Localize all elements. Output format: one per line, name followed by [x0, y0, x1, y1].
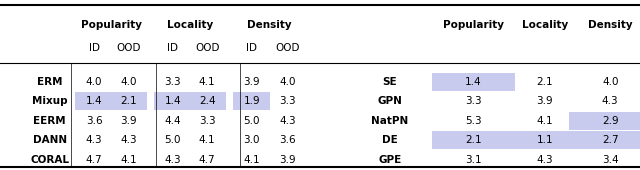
Text: 4.3: 4.3 [279, 116, 296, 126]
Text: 1.1: 1.1 [536, 135, 553, 145]
Text: ID: ID [168, 43, 179, 53]
Text: Popularity: Popularity [443, 21, 504, 30]
Text: 4.0: 4.0 [86, 77, 102, 87]
Text: EERM: EERM [33, 116, 66, 126]
Text: OOD: OOD [275, 43, 300, 53]
Bar [233, 92, 271, 110]
Text: 4.3: 4.3 [536, 155, 553, 165]
Text: 4.4: 4.4 [164, 116, 181, 126]
Text: 4.1: 4.1 [199, 135, 216, 145]
Text: OOD: OOD [195, 43, 220, 53]
Text: 2.1: 2.1 [536, 77, 553, 87]
Text: 3.6: 3.6 [86, 116, 102, 126]
Text: 5.3: 5.3 [465, 116, 482, 126]
Text: 3.3: 3.3 [199, 116, 216, 126]
Text: 4.7: 4.7 [199, 155, 216, 165]
Bar [568, 131, 640, 149]
Text: 4.3: 4.3 [120, 135, 137, 145]
Text: GPN: GPN [378, 96, 403, 106]
Text: 4.3: 4.3 [86, 135, 102, 145]
Text: 2.1: 2.1 [465, 135, 482, 145]
Text: 4.3: 4.3 [602, 96, 618, 106]
Text: Density: Density [588, 21, 632, 30]
Text: DE: DE [382, 135, 398, 145]
Text: 5.0: 5.0 [164, 135, 181, 145]
Text: Locality: Locality [167, 21, 213, 30]
Text: 4.3: 4.3 [164, 155, 181, 165]
Bar [503, 131, 586, 149]
Text: OOD: OOD [116, 43, 141, 53]
Text: 2.1: 2.1 [120, 96, 137, 106]
Text: 1.4: 1.4 [86, 96, 102, 106]
Text: NatPN: NatPN [371, 116, 409, 126]
Text: GPE: GPE [378, 155, 402, 165]
Text: 1.4: 1.4 [465, 77, 482, 87]
Text: 3.3: 3.3 [465, 96, 482, 106]
Bar [154, 92, 192, 110]
Text: 3.3: 3.3 [164, 77, 181, 87]
Text: 4.0: 4.0 [120, 77, 137, 87]
Text: 3.6: 3.6 [279, 135, 296, 145]
Text: 3.9: 3.9 [243, 77, 260, 87]
Text: Popularity: Popularity [81, 21, 142, 30]
Text: CORAL: CORAL [30, 155, 69, 165]
Text: 4.0: 4.0 [280, 77, 296, 87]
Text: 4.7: 4.7 [86, 155, 102, 165]
Text: 3.0: 3.0 [243, 135, 260, 145]
Text: 3.3: 3.3 [279, 96, 296, 106]
Bar [109, 92, 147, 110]
Text: Density: Density [247, 21, 292, 30]
Text: 4.1: 4.1 [536, 116, 553, 126]
Bar [568, 112, 640, 130]
Text: 5.0: 5.0 [243, 116, 260, 126]
Text: 3.9: 3.9 [279, 155, 296, 165]
Text: ID: ID [246, 43, 257, 53]
Text: 4.1: 4.1 [243, 155, 260, 165]
Bar [188, 92, 226, 110]
Bar [432, 131, 515, 149]
Text: 1.4: 1.4 [164, 96, 181, 106]
Text: 3.9: 3.9 [120, 116, 137, 126]
Text: 2.9: 2.9 [602, 116, 618, 126]
Text: 4.1: 4.1 [120, 155, 137, 165]
Text: ID: ID [89, 43, 100, 53]
Text: SE: SE [383, 77, 397, 87]
Text: 2.4: 2.4 [199, 96, 216, 106]
Text: Locality: Locality [522, 21, 568, 30]
Text: 1.9: 1.9 [243, 96, 260, 106]
Text: 4.1: 4.1 [199, 77, 216, 87]
Text: ERM: ERM [37, 77, 62, 87]
Text: 2.7: 2.7 [602, 135, 618, 145]
Bar [76, 92, 113, 110]
Bar [432, 73, 515, 91]
Text: 3.1: 3.1 [465, 155, 482, 165]
Text: 4.0: 4.0 [602, 77, 618, 87]
Text: 3.9: 3.9 [536, 96, 553, 106]
Text: Mixup: Mixup [32, 96, 67, 106]
Text: 3.4: 3.4 [602, 155, 618, 165]
Text: DANN: DANN [33, 135, 67, 145]
